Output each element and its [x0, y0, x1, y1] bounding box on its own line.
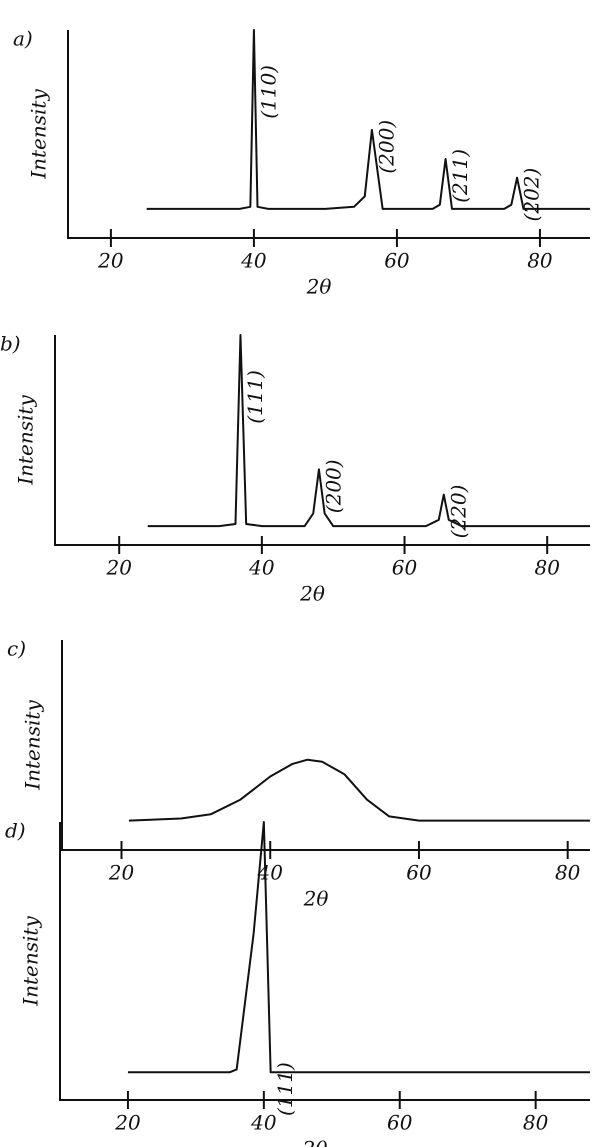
xrd-curve: [146, 29, 590, 210]
peak-label: (202): [520, 168, 544, 222]
x-tick-label: 20: [114, 1111, 141, 1135]
y-axis-label: Intensity: [27, 89, 51, 180]
axes: [59, 822, 590, 1101]
x-axis-label: 2θ: [303, 887, 329, 911]
peak-label: (111): [243, 370, 267, 424]
peak-label: (200): [374, 120, 398, 174]
x-tick-label: 80: [555, 861, 581, 885]
xrd-curve: [128, 758, 590, 822]
peak-label: (211): [448, 149, 472, 203]
x-tick-label: 40: [240, 249, 267, 273]
xrd-curve: [147, 334, 590, 528]
panel-label: a): [13, 27, 33, 51]
x-axis-label: 2θ: [306, 275, 332, 299]
x-tick-label: 20: [105, 556, 132, 580]
xrd-curve: [127, 821, 590, 1074]
peak-label: (220): [446, 485, 470, 539]
x-tick-label: 60: [406, 861, 432, 885]
x-tick-label: 60: [387, 1111, 413, 1135]
axes: [67, 30, 590, 239]
x-axis-label: 2θ: [302, 1137, 328, 1147]
x-tick-label: 40: [250, 1111, 277, 1135]
x-tick-label: 80: [527, 249, 553, 273]
x-tick-label: 60: [392, 556, 418, 580]
x-tick-label: 20: [97, 249, 124, 273]
peak-label: (110): [256, 65, 280, 119]
axes: [61, 640, 590, 851]
y-axis-label: Intensity: [21, 700, 45, 791]
x-axis-label: 2θ: [299, 582, 325, 606]
panel-label: b): [0, 332, 21, 356]
peak-label: (200): [321, 459, 345, 513]
axes: [54, 335, 590, 546]
peak-label: (111): [273, 1062, 297, 1116]
panel-label: d): [5, 819, 26, 843]
x-tick-label: 80: [523, 1111, 549, 1135]
x-tick-label: 80: [534, 556, 560, 580]
panel-label: c): [7, 637, 26, 661]
x-tick-label: 40: [248, 556, 275, 580]
y-axis-label: Intensity: [19, 916, 43, 1007]
x-tick-label: 20: [108, 861, 135, 885]
y-axis-label: Intensity: [14, 395, 38, 486]
x-tick-label: 60: [384, 249, 410, 273]
